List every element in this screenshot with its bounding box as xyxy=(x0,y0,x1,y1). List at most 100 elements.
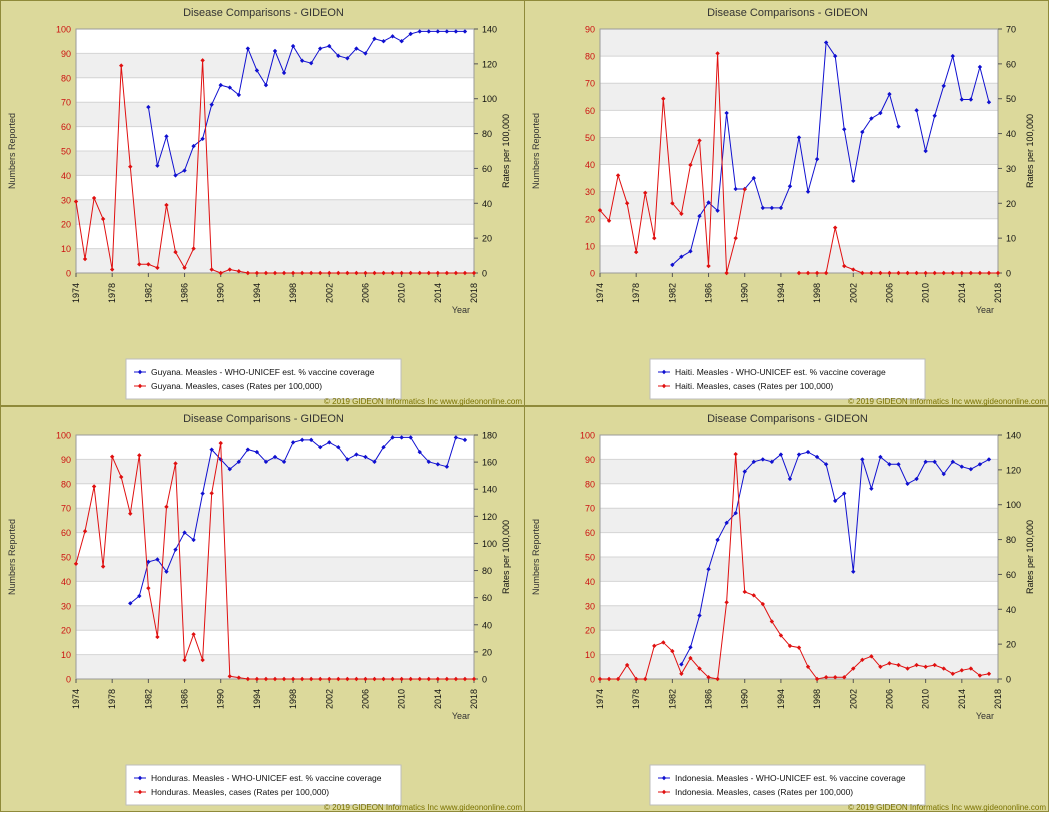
y2-tick-label: 100 xyxy=(482,94,497,104)
data-point xyxy=(173,173,178,178)
y-tick-label: 90 xyxy=(61,455,71,465)
data-point xyxy=(778,205,784,211)
data-point xyxy=(272,676,278,682)
y2-axis-title: Rates per 100,000 xyxy=(1025,520,1035,594)
data-point xyxy=(173,249,178,255)
legend-marker xyxy=(137,383,143,389)
data-point xyxy=(155,557,160,562)
data-point xyxy=(290,676,296,682)
data-point xyxy=(308,676,314,682)
data-point xyxy=(372,270,377,276)
plot-band xyxy=(76,605,474,631)
data-point xyxy=(941,471,946,477)
x-tick-label: 2010 xyxy=(921,283,931,303)
legend-label: Guyana. Measles, cases (Rates per 100,00… xyxy=(151,381,322,391)
data-point xyxy=(119,474,124,480)
data-point xyxy=(896,270,901,276)
y-tick-label: 100 xyxy=(56,431,71,441)
x-tick-label: 2006 xyxy=(884,283,894,303)
y2-tick-label: 40 xyxy=(1006,605,1016,615)
y2-tick-label: 60 xyxy=(482,164,492,174)
x-tick-label: 2018 xyxy=(469,689,479,709)
data-point xyxy=(73,199,79,204)
y-tick-label: 20 xyxy=(61,626,71,636)
data-point xyxy=(851,178,856,184)
legend-label: Indonesia. Measles - WHO-UNICEF est. % v… xyxy=(675,773,906,783)
y2-tick-label: 20 xyxy=(1006,199,1016,209)
data-point xyxy=(318,445,323,450)
chart-svg: Disease Comparisons - GIDEON 0 10 20 30 40 50 6… xyxy=(7,7,522,406)
x-tick-label: 1982 xyxy=(143,283,153,303)
data-point xyxy=(390,270,395,276)
data-point xyxy=(336,270,341,276)
y-tick-label: 40 xyxy=(585,160,595,170)
y-tick-label: 30 xyxy=(585,187,595,197)
y2-tick-label: 40 xyxy=(482,620,492,630)
data-point xyxy=(408,270,413,276)
plot-band xyxy=(600,29,998,57)
data-point xyxy=(227,267,232,272)
data-point xyxy=(290,270,296,276)
chart-panel-indonesia: Disease Comparisons - GIDEON 0 10 20 30 40 50 6… xyxy=(524,406,1049,812)
y-tick-label: 60 xyxy=(61,528,71,538)
chart-title: Disease Comparisons - GIDEON xyxy=(707,7,868,19)
data-point xyxy=(146,262,151,267)
data-point xyxy=(281,676,287,682)
plot-band xyxy=(76,508,474,533)
x-axis-title: Year xyxy=(452,711,470,721)
y-tick-label: 70 xyxy=(585,79,595,89)
data-point xyxy=(236,269,242,274)
data-point xyxy=(363,454,368,460)
chart-panel-honduras: Disease Comparisons - GIDEON 0 10 20 30 40 50 6… xyxy=(0,406,525,812)
y-tick-label: 10 xyxy=(61,244,71,254)
y2-tick-label: 100 xyxy=(1006,500,1021,510)
data-point xyxy=(290,440,296,445)
x-tick-label: 1994 xyxy=(252,689,262,709)
data-point xyxy=(245,270,251,276)
data-point xyxy=(327,43,332,49)
data-point xyxy=(164,504,169,510)
data-point xyxy=(950,459,955,465)
data-point xyxy=(697,613,702,618)
data-point xyxy=(417,676,422,682)
series-line xyxy=(672,41,899,266)
y-tick-label: 70 xyxy=(61,98,71,108)
y-axis-title: Numbers Reported xyxy=(531,519,541,595)
data-point xyxy=(146,104,151,110)
data-point xyxy=(254,68,260,73)
data-point xyxy=(462,437,468,443)
y2-tick-label: 60 xyxy=(1006,59,1016,69)
y2-tick-label: 50 xyxy=(1006,94,1016,104)
data-point xyxy=(796,452,802,457)
chart-panel-guyana: Disease Comparisons - GIDEON 0 10 20 30 40 50 6… xyxy=(0,0,525,406)
data-point xyxy=(950,53,955,59)
data-point xyxy=(263,459,269,465)
copyright-text: © 2019 GIDEON Informatics Inc www.gideon… xyxy=(324,803,522,812)
x-tick-label: 2002 xyxy=(324,283,334,303)
legend-label: Haiti. Measles, cases (Rates per 100,000… xyxy=(675,381,833,391)
legend-marker xyxy=(137,369,143,375)
y-tick-label: 90 xyxy=(585,455,595,465)
x-tick-label: 1978 xyxy=(107,689,117,709)
x-tick-label: 1982 xyxy=(667,689,677,709)
data-point xyxy=(155,163,160,168)
data-point xyxy=(218,270,223,276)
plot-band xyxy=(76,459,474,484)
plot-band xyxy=(600,605,998,631)
data-point xyxy=(308,270,314,276)
y2-tick-label: 60 xyxy=(482,593,492,603)
data-point xyxy=(399,39,404,44)
x-tick-label: 2018 xyxy=(469,283,479,303)
x-tick-label: 2002 xyxy=(324,689,334,709)
y2-tick-label: 20 xyxy=(1006,640,1016,650)
y2-tick-label: 120 xyxy=(1006,465,1021,475)
data-point xyxy=(227,466,232,472)
y2-tick-label: 120 xyxy=(482,512,497,522)
y2-tick-label: 40 xyxy=(482,199,492,209)
y-axis-title: Numbers Reported xyxy=(7,113,17,189)
y2-tick-label: 10 xyxy=(1006,234,1016,244)
data-point xyxy=(200,136,205,141)
data-point xyxy=(91,484,97,489)
x-tick-label: 1994 xyxy=(776,283,786,303)
data-point xyxy=(299,676,305,682)
